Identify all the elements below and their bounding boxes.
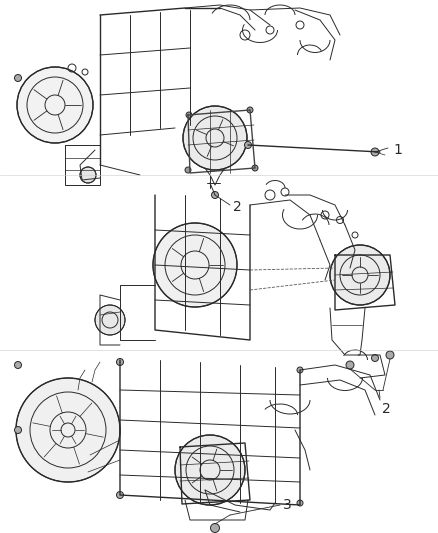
Circle shape bbox=[386, 351, 394, 359]
Text: 3: 3 bbox=[283, 498, 292, 512]
Circle shape bbox=[297, 500, 303, 506]
Circle shape bbox=[16, 378, 120, 482]
Circle shape bbox=[247, 107, 253, 113]
Circle shape bbox=[212, 191, 219, 198]
Circle shape bbox=[297, 367, 303, 373]
Circle shape bbox=[14, 426, 21, 433]
Circle shape bbox=[117, 491, 124, 498]
Circle shape bbox=[14, 361, 21, 368]
Circle shape bbox=[346, 361, 354, 369]
Circle shape bbox=[186, 112, 192, 118]
Circle shape bbox=[371, 148, 379, 156]
Circle shape bbox=[211, 523, 219, 532]
Circle shape bbox=[117, 359, 124, 366]
Circle shape bbox=[14, 75, 21, 82]
Circle shape bbox=[252, 165, 258, 171]
Circle shape bbox=[95, 305, 125, 335]
Circle shape bbox=[185, 167, 191, 173]
Circle shape bbox=[175, 435, 245, 505]
Circle shape bbox=[244, 141, 251, 149]
Circle shape bbox=[371, 354, 378, 361]
Text: 2: 2 bbox=[233, 200, 242, 214]
Circle shape bbox=[183, 106, 247, 170]
Circle shape bbox=[80, 167, 96, 183]
Circle shape bbox=[17, 67, 93, 143]
Text: 2: 2 bbox=[382, 402, 391, 416]
Text: 1: 1 bbox=[393, 143, 402, 157]
Circle shape bbox=[153, 223, 237, 307]
Circle shape bbox=[330, 245, 390, 305]
